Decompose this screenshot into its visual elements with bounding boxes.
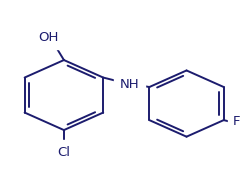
Text: F: F: [233, 115, 241, 127]
Text: NH: NH: [120, 78, 139, 91]
Text: Cl: Cl: [58, 146, 70, 159]
Text: OH: OH: [38, 31, 58, 44]
